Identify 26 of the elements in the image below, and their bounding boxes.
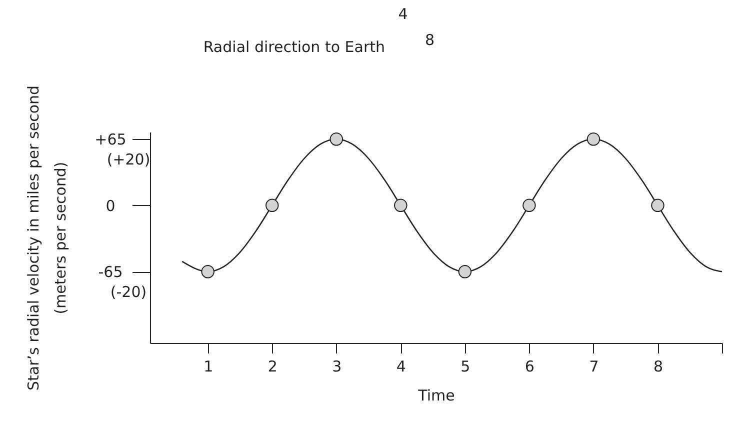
x-tick-label: 4 bbox=[396, 358, 406, 376]
point bbox=[394, 198, 408, 212]
point bbox=[330, 132, 344, 146]
x-tick-label: 2 bbox=[268, 358, 278, 376]
x-tick-label: 8 bbox=[653, 358, 664, 376]
y-tick-label: 0 bbox=[106, 196, 116, 215]
point bbox=[201, 265, 214, 278]
point bbox=[522, 198, 536, 212]
text: Radial direction to Earth bbox=[203, 38, 385, 56]
y-tick-label: +65 bbox=[94, 130, 126, 149]
point bbox=[586, 132, 600, 146]
y2-tick-label: (-20) bbox=[110, 283, 147, 302]
x-tick-label: 3 bbox=[332, 358, 342, 376]
x-tick-label: 7 bbox=[589, 358, 599, 376]
point bbox=[265, 198, 279, 212]
x-tick-label: 5 bbox=[460, 358, 470, 376]
point bbox=[458, 265, 472, 278]
x-tick-label: 1 bbox=[204, 358, 214, 376]
text: 4 bbox=[398, 5, 408, 23]
x-tick-label: 6 bbox=[524, 358, 534, 376]
y2-tick-label: (+20) bbox=[106, 150, 150, 169]
y-tick-label: -65 bbox=[98, 263, 123, 282]
text: 8 bbox=[425, 31, 435, 49]
x-axis-title: Time bbox=[417, 386, 455, 404]
point bbox=[651, 198, 664, 212]
y-axis-title: Star’s radial velocity in miles per second (meters per second) bbox=[24, 85, 70, 391]
